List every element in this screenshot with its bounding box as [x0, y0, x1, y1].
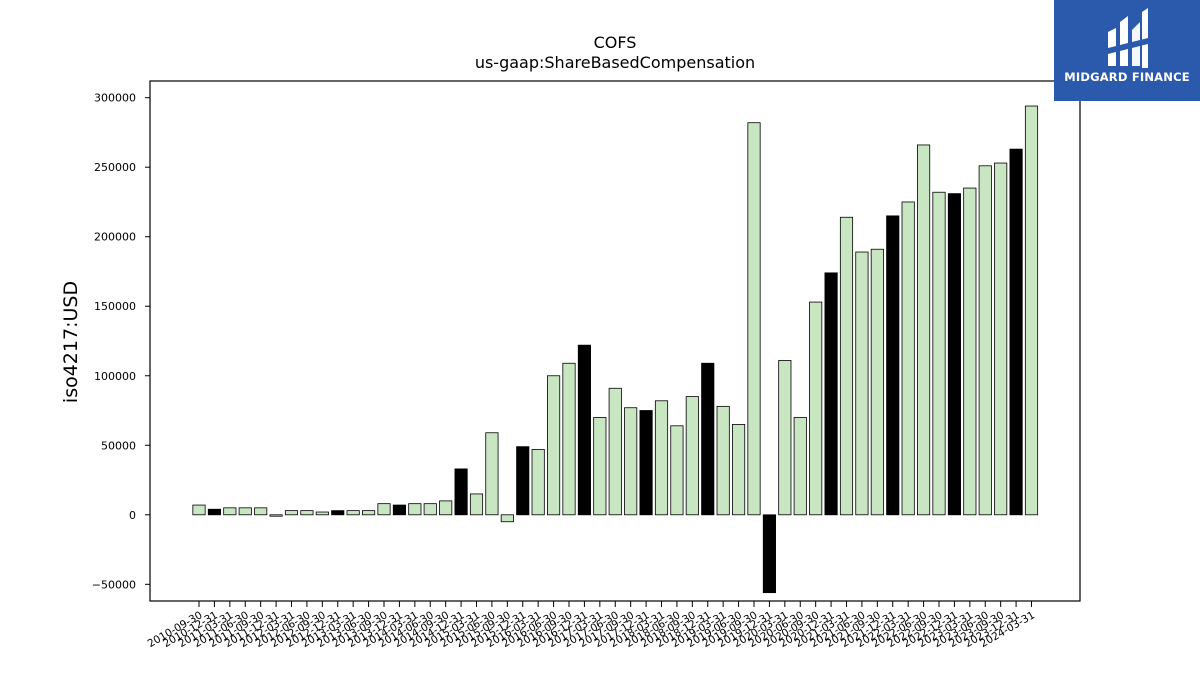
bar-2013-03-31	[346, 510, 360, 516]
bar-2016-06-30	[547, 375, 561, 516]
logo-mark-icon	[1108, 8, 1148, 68]
bars-group	[192, 105, 1039, 594]
bar-2015-06-30	[485, 432, 499, 516]
y-axis-label: iso4217:USD	[60, 281, 82, 403]
bar-2013-09-30	[377, 503, 391, 516]
bar-2014-06-30	[423, 503, 437, 516]
x-axis-ticks: 2010-09-302010-12-312011-03-312011-06-30…	[146, 601, 1037, 650]
bar-2014-12-31	[454, 468, 468, 516]
bar-2010-09-30	[192, 504, 206, 516]
bar-2015-12-31	[516, 446, 530, 516]
bar-2020-09-30	[809, 301, 823, 516]
bar-2013-06-30	[362, 510, 376, 516]
y-tick-label: 300000	[94, 92, 136, 105]
logo-text: MIDGARD FINANCE	[1064, 70, 1190, 84]
bar-2024-03-31	[1024, 105, 1039, 516]
bar-2021-06-30	[855, 251, 869, 516]
chart-subtitle: us-gaap:ShareBasedCompensation	[475, 53, 755, 72]
bar-2016-09-30	[562, 362, 576, 516]
bar-2015-03-31	[469, 493, 484, 516]
y-tick-label: 250000	[94, 161, 136, 174]
bar-2017-03-31	[593, 417, 607, 516]
bar-2021-09-30	[870, 248, 884, 516]
y-tick-label: 100000	[94, 370, 136, 383]
bar-2021-03-31	[839, 216, 854, 516]
bar-2019-12-31	[762, 514, 776, 594]
bar-2021-12-31	[886, 215, 900, 516]
plot-frame	[149, 80, 1081, 602]
bar-2022-09-30	[932, 191, 946, 516]
bar-2020-03-31	[778, 360, 792, 516]
bar-2019-09-30	[747, 122, 761, 516]
bar-2019-03-31	[716, 405, 730, 516]
bar-2016-03-31	[531, 449, 545, 516]
bar-2023-12-31	[1009, 148, 1023, 516]
bar-2023-06-30	[978, 165, 992, 516]
chart-title: COFS	[594, 33, 637, 52]
bar-2012-09-30	[315, 511, 329, 516]
bar-2017-12-31	[639, 410, 653, 516]
bar-2018-03-31	[654, 400, 669, 516]
bar-2022-06-30	[917, 144, 931, 516]
bar-2012-03-31	[284, 510, 299, 516]
bar-2023-09-30	[994, 162, 1008, 516]
y-tick-label: −50000	[92, 578, 136, 591]
bar-2011-09-30	[254, 507, 268, 516]
bar-2017-09-30	[624, 407, 638, 516]
bar-2013-12-31	[392, 504, 406, 516]
bar-2014-03-31	[408, 503, 422, 516]
bar-2020-06-30	[793, 417, 807, 516]
y-tick-label: 0	[129, 509, 136, 522]
bar-2018-12-31	[701, 362, 715, 516]
bar-2010-12-31	[207, 508, 221, 516]
bar-2016-12-31	[577, 344, 591, 516]
y-tick-label: 200000	[94, 231, 136, 244]
bar-2012-06-30	[300, 510, 314, 516]
midgard-finance-logo: MIDGARD FINANCE	[1054, 0, 1200, 101]
bar-2020-12-31	[824, 272, 838, 516]
bar-2014-09-30	[439, 500, 453, 516]
bar-2011-06-30	[238, 507, 252, 516]
bar-2012-12-31	[331, 510, 345, 516]
bar-2015-09-30	[500, 514, 514, 523]
bar-2023-03-31	[963, 187, 977, 516]
bar-2018-06-30	[670, 425, 684, 516]
bar-2018-09-30	[685, 396, 699, 516]
bar-2022-12-31	[947, 193, 961, 516]
bar-2022-03-31	[901, 201, 915, 516]
y-axis-ticks: −50000 0 50000 100000 150000 200000 250000 3000…	[92, 92, 150, 591]
y-tick-label: 50000	[101, 439, 136, 452]
bar-2019-06-30	[732, 424, 746, 516]
bar-2011-03-31	[223, 507, 237, 516]
bar-2011-12-31	[269, 514, 283, 517]
y-tick-label: 150000	[94, 300, 136, 313]
bar-2017-06-30	[608, 387, 622, 516]
